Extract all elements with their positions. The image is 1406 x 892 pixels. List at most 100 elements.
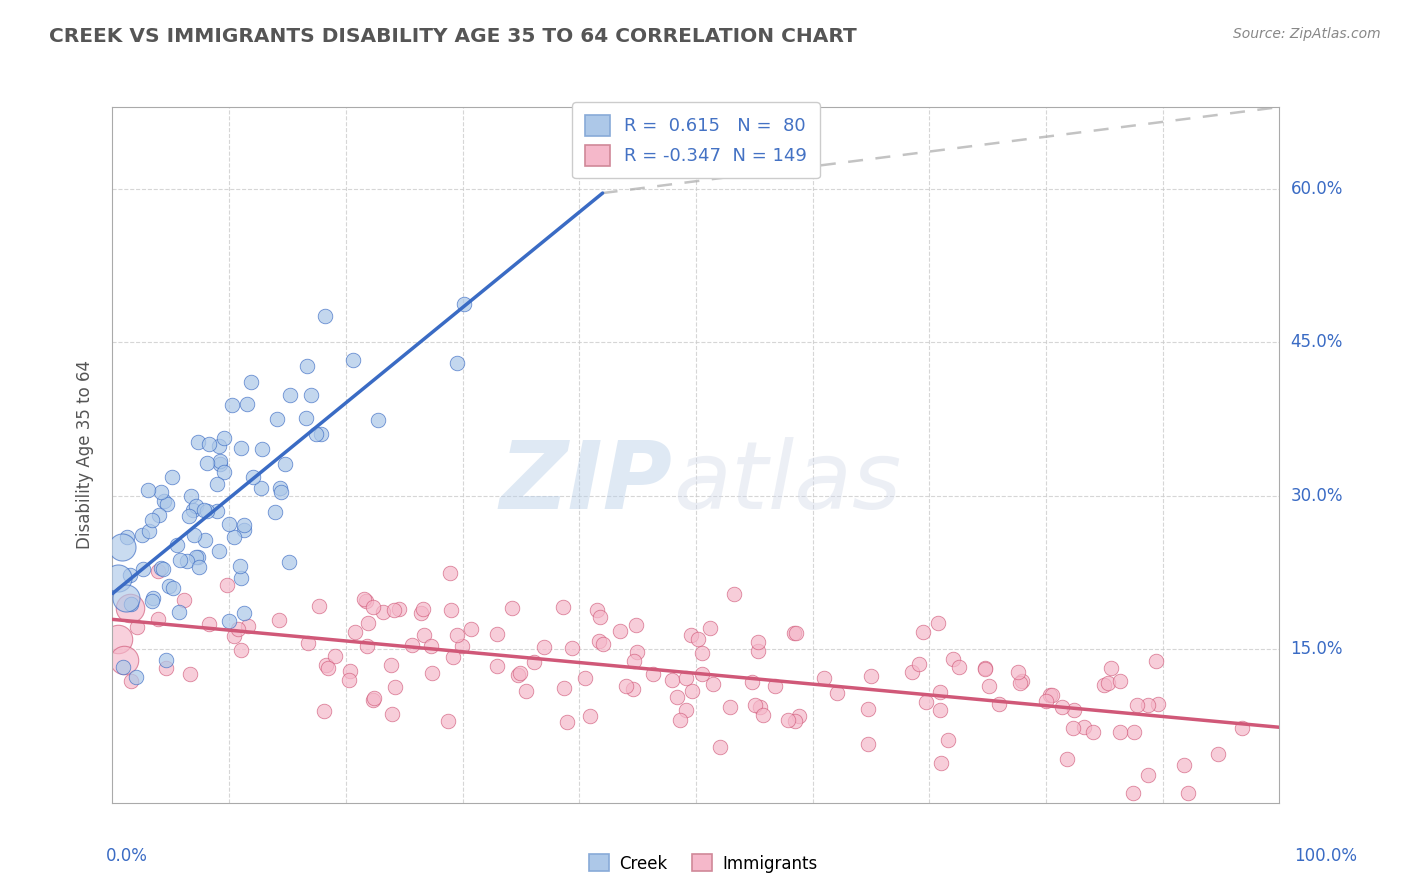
Point <box>361 600 384 615</box>
Point <box>218 614 240 628</box>
Point <box>927 615 949 630</box>
Point <box>218 516 240 531</box>
Point <box>579 709 602 723</box>
Point <box>665 690 688 705</box>
Point <box>679 628 702 642</box>
Point <box>215 578 238 592</box>
Point <box>146 612 169 626</box>
Point <box>252 442 274 456</box>
Point <box>813 671 835 685</box>
Point <box>231 643 253 657</box>
Point <box>486 659 509 673</box>
Point <box>173 593 195 607</box>
Point <box>315 657 337 672</box>
Point <box>297 359 319 373</box>
Point <box>574 671 596 685</box>
Point <box>440 603 463 617</box>
Point <box>212 466 235 480</box>
Point <box>205 504 228 518</box>
Point <box>232 523 254 537</box>
Point <box>357 615 380 630</box>
Text: ZIP: ZIP <box>499 437 672 529</box>
Point <box>152 494 174 508</box>
Point <box>266 412 288 426</box>
Point <box>125 669 148 683</box>
Point <box>354 594 377 608</box>
Point <box>339 665 361 679</box>
Point <box>118 568 141 582</box>
Point <box>413 627 436 641</box>
Text: 45.0%: 45.0% <box>1291 334 1343 351</box>
Point <box>747 635 769 649</box>
Point <box>138 524 160 538</box>
Point <box>973 662 995 676</box>
Point <box>195 456 218 470</box>
Point <box>155 653 177 667</box>
Point <box>1094 678 1116 692</box>
Point <box>152 562 174 576</box>
Point <box>263 504 285 518</box>
Point <box>344 625 367 640</box>
Point <box>111 659 134 673</box>
Point <box>120 597 142 611</box>
Point <box>388 602 411 616</box>
Point <box>380 658 402 673</box>
Point <box>785 714 807 729</box>
Point <box>1136 768 1159 782</box>
Text: 100.0%: 100.0% <box>1294 847 1357 864</box>
Point <box>221 398 243 412</box>
Point <box>508 667 530 681</box>
Point <box>509 665 531 680</box>
Point <box>401 638 423 652</box>
Point <box>718 699 741 714</box>
Point <box>441 649 464 664</box>
Point <box>236 397 259 411</box>
Point <box>156 497 179 511</box>
Point <box>555 715 578 730</box>
Point <box>141 513 163 527</box>
Point <box>561 641 583 656</box>
Point <box>228 558 250 573</box>
Point <box>314 309 336 323</box>
Point <box>752 707 775 722</box>
Point <box>224 530 246 544</box>
Point <box>741 675 763 690</box>
Point <box>1052 700 1074 714</box>
Point <box>586 603 609 617</box>
Point <box>120 673 142 688</box>
Point <box>690 646 713 660</box>
Point <box>188 559 211 574</box>
Point <box>420 639 443 653</box>
Point <box>309 427 332 442</box>
Point <box>232 517 254 532</box>
Point <box>941 652 963 666</box>
Point <box>1177 786 1199 800</box>
Point <box>1173 758 1195 772</box>
Point <box>118 601 141 615</box>
Point <box>641 666 664 681</box>
Point <box>1109 673 1132 688</box>
Point <box>250 482 273 496</box>
Point <box>1108 725 1130 739</box>
Point <box>384 603 406 617</box>
Text: 15.0%: 15.0% <box>1291 640 1343 658</box>
Point <box>107 571 129 585</box>
Point <box>107 632 129 646</box>
Point <box>437 714 460 728</box>
Point <box>1056 752 1078 766</box>
Point <box>450 639 472 653</box>
Point <box>194 533 217 547</box>
Point <box>1062 722 1084 736</box>
Point <box>551 600 574 615</box>
Point <box>361 693 384 707</box>
Point <box>686 632 709 647</box>
Point <box>208 439 231 453</box>
Point <box>208 544 231 558</box>
Point <box>297 636 319 650</box>
Point <box>621 682 644 697</box>
Point <box>305 426 328 441</box>
Point <box>208 453 231 467</box>
Text: CREEK VS IMMIGRANTS DISABILITY AGE 35 TO 64 CORRELATION CHART: CREEK VS IMMIGRANTS DISABILITY AGE 35 TO… <box>49 27 858 45</box>
Point <box>460 622 482 636</box>
Point <box>928 703 950 717</box>
